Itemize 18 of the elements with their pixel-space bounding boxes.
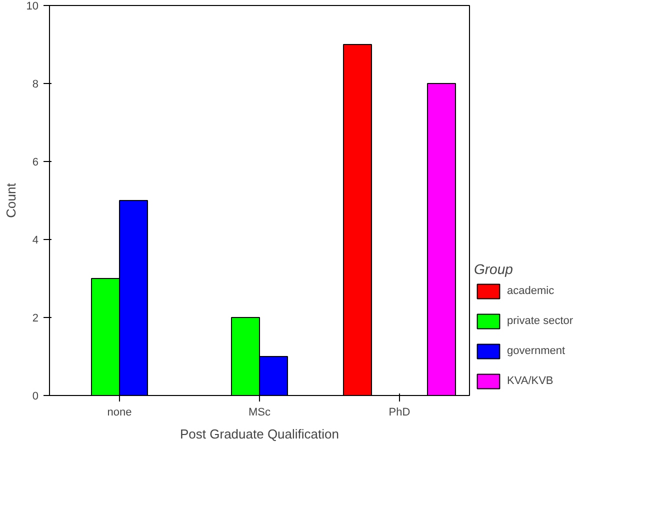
- x-tick-label: PhD: [388, 406, 410, 418]
- legend-label: government: [507, 345, 566, 357]
- y-axis-title: Count: [3, 182, 18, 218]
- legend-label: private sector: [507, 315, 574, 327]
- y-tick-label: 10: [26, 0, 39, 12]
- legend-label: academic: [507, 285, 554, 297]
- y-tick-label: 6: [32, 156, 39, 168]
- y-tick-label: 2: [32, 312, 39, 324]
- bar: [343, 44, 372, 396]
- y-tick-label: 0: [32, 390, 39, 402]
- y-tick-label: 8: [32, 78, 39, 90]
- y-tick-label: 4: [32, 234, 39, 246]
- x-axis-title: Post Graduate Qualification: [180, 426, 339, 442]
- legend-title: Group: [474, 261, 514, 277]
- x-tick-label: none: [107, 406, 132, 418]
- bar: [427, 83, 456, 396]
- x-tick-label: MSc: [248, 406, 271, 418]
- legend-label: KVA/KVB: [507, 375, 554, 387]
